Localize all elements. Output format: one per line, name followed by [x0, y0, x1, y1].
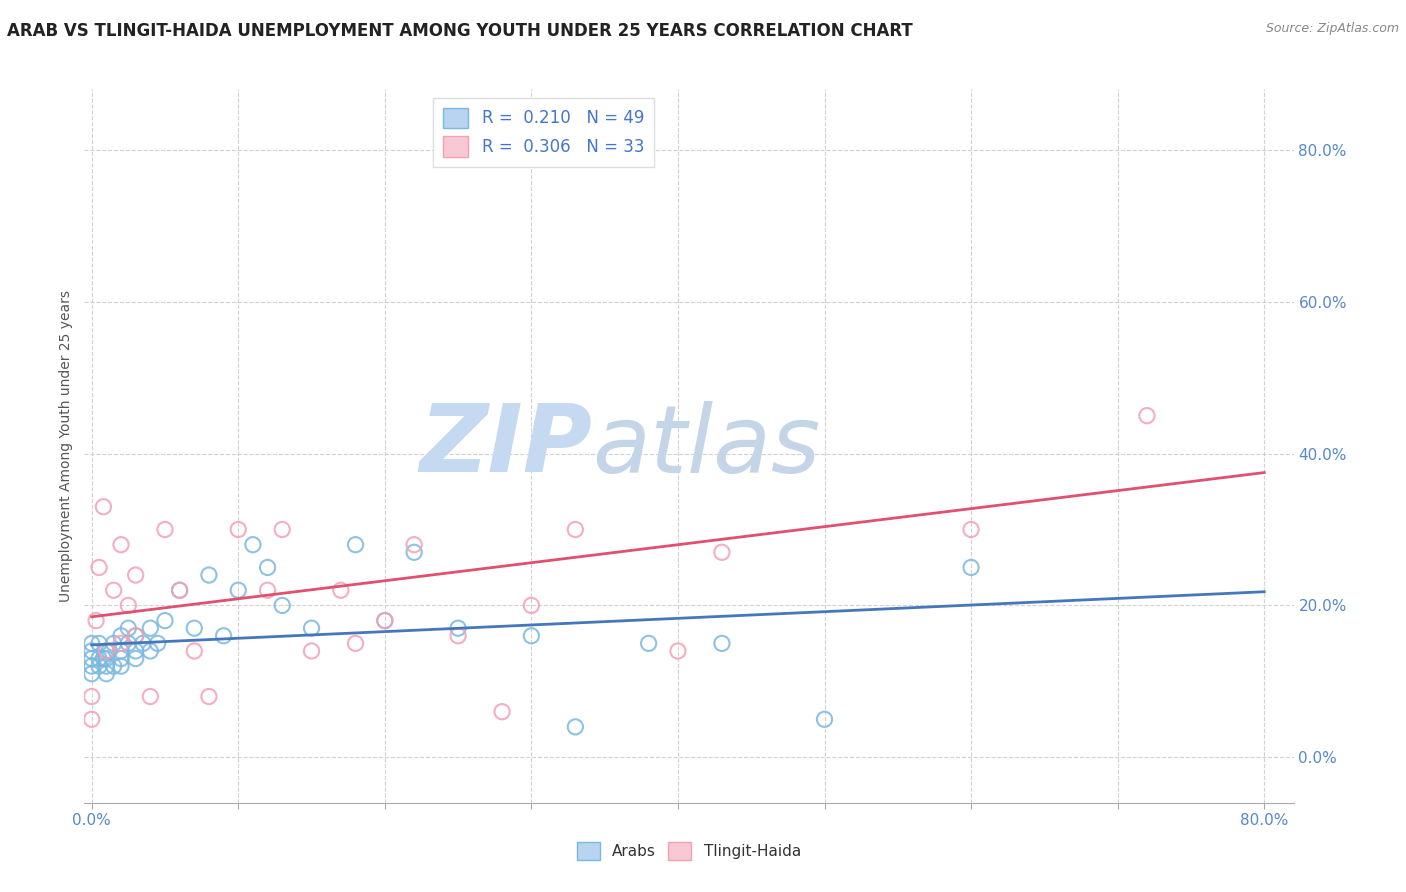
Point	[96, 644, 118, 658]
Text: atlas: atlas	[592, 401, 821, 491]
Point	[256, 560, 278, 574]
Point	[242, 538, 264, 552]
Point	[96, 666, 118, 681]
Point	[226, 583, 249, 598]
Point	[80, 690, 103, 704]
Point	[226, 523, 249, 537]
Point	[169, 583, 191, 598]
Point	[183, 621, 205, 635]
Point	[183, 644, 205, 658]
Point	[374, 614, 396, 628]
Point	[146, 636, 169, 650]
Point	[93, 500, 115, 514]
Point	[96, 644, 118, 658]
Point	[344, 636, 367, 650]
Point	[87, 659, 110, 673]
Point	[329, 583, 352, 598]
Point	[139, 690, 162, 704]
Point	[117, 599, 139, 613]
Point	[87, 636, 110, 650]
Point	[212, 629, 235, 643]
Point	[198, 690, 221, 704]
Point	[124, 644, 146, 658]
Point	[198, 568, 221, 582]
Point	[139, 621, 162, 635]
Point	[344, 538, 367, 552]
Point	[87, 560, 110, 574]
Point	[93, 651, 115, 665]
Point	[153, 523, 176, 537]
Point	[80, 712, 103, 726]
Point	[124, 568, 146, 582]
Point	[124, 629, 146, 643]
Point	[710, 636, 733, 650]
Point	[710, 545, 733, 559]
Point	[110, 538, 132, 552]
Point	[103, 583, 125, 598]
Point	[110, 659, 132, 673]
Point	[374, 614, 396, 628]
Point	[110, 651, 132, 665]
Point	[84, 614, 107, 628]
Point	[564, 720, 586, 734]
Point	[564, 523, 586, 537]
Point	[169, 583, 191, 598]
Point	[404, 538, 426, 552]
Point	[80, 644, 103, 658]
Point	[447, 629, 470, 643]
Point	[491, 705, 513, 719]
Y-axis label: Unemployment Among Youth under 25 years: Unemployment Among Youth under 25 years	[59, 290, 73, 602]
Point	[110, 636, 132, 650]
Point	[124, 629, 146, 643]
Point	[301, 621, 323, 635]
Point	[103, 659, 125, 673]
Text: Source: ZipAtlas.com: Source: ZipAtlas.com	[1265, 22, 1399, 36]
Point	[80, 659, 103, 673]
Point	[103, 636, 125, 650]
Point	[813, 712, 835, 726]
Point	[80, 651, 103, 665]
Point	[80, 636, 103, 650]
Point	[96, 659, 118, 673]
Point	[153, 614, 176, 628]
Point	[447, 621, 470, 635]
Point	[637, 636, 659, 650]
Point	[132, 636, 155, 650]
Point	[256, 583, 278, 598]
Legend: Arabs, Tlingit-Haida: Arabs, Tlingit-Haida	[571, 836, 807, 866]
Point	[96, 651, 118, 665]
Point	[271, 599, 294, 613]
Text: ZIP: ZIP	[419, 400, 592, 492]
Point	[271, 523, 294, 537]
Point	[80, 666, 103, 681]
Point	[301, 644, 323, 658]
Point	[960, 560, 983, 574]
Point	[87, 651, 110, 665]
Point	[960, 523, 983, 537]
Point	[666, 644, 689, 658]
Point	[124, 651, 146, 665]
Point	[117, 636, 139, 650]
Point	[98, 644, 121, 658]
Text: ARAB VS TLINGIT-HAIDA UNEMPLOYMENT AMONG YOUTH UNDER 25 YEARS CORRELATION CHART: ARAB VS TLINGIT-HAIDA UNEMPLOYMENT AMONG…	[7, 22, 912, 40]
Point	[110, 644, 132, 658]
Point	[404, 545, 426, 559]
Point	[139, 644, 162, 658]
Point	[1136, 409, 1159, 423]
Point	[520, 629, 543, 643]
Point	[520, 599, 543, 613]
Point	[110, 629, 132, 643]
Point	[117, 621, 139, 635]
